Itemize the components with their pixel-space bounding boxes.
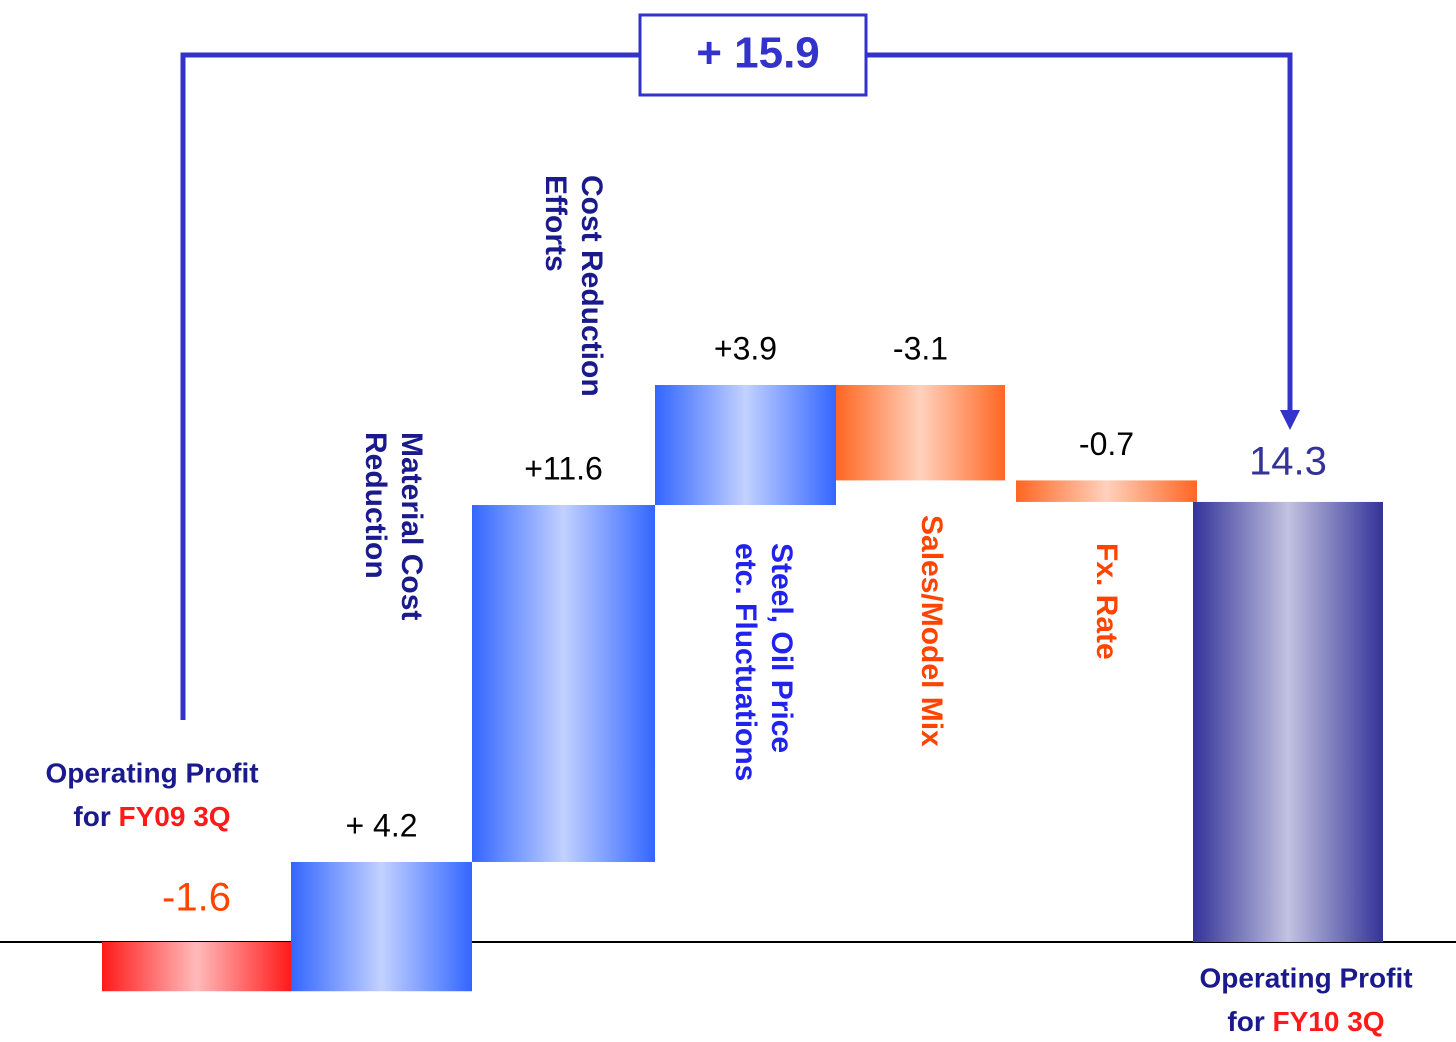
category-label: etc. Fluctuations: [729, 543, 762, 781]
value-label: -3.1: [893, 330, 948, 366]
category-label: Efforts: [539, 175, 572, 272]
annotation-box: [638, 13, 868, 97]
bar: [102, 942, 291, 992]
annotation: + 15.9: [696, 29, 820, 78]
category-label: Sales/Model Mix: [915, 515, 948, 747]
bracket-left: [180, 52, 640, 720]
value-label: -1.6: [162, 876, 231, 920]
bar: [291, 861, 472, 992]
bracket-right: [866, 52, 1293, 412]
category-label-period: FY10 3Q: [1273, 1006, 1385, 1037]
value-label: +11.6: [524, 450, 603, 486]
bar: [1193, 501, 1383, 942]
category-label: Operating Profit: [1199, 962, 1412, 993]
value-label: +3.9: [714, 330, 777, 366]
bar: [655, 385, 836, 506]
category-label: Material Cost: [395, 432, 428, 620]
bar: [472, 505, 655, 862]
bar: [836, 385, 1005, 481]
category-label-prefix: for: [1227, 1006, 1264, 1037]
category-label: Steel, Oil Price: [765, 543, 798, 753]
category-label: Operating Profit: [45, 757, 258, 788]
bracket-arrow: [1280, 410, 1300, 430]
value-label: -0.7: [1079, 426, 1134, 462]
value-label: 14.3: [1249, 440, 1327, 484]
category-label: Fx. Rate: [1090, 543, 1123, 660]
category-label: for FY09 3Q: [73, 801, 230, 832]
category-label-period: FY09 3Q: [119, 801, 231, 832]
bar: [1016, 480, 1197, 502]
value-label: + 4.2: [345, 807, 417, 843]
category-label: Reduction: [359, 432, 392, 579]
category-label: for FY10 3Q: [1227, 1006, 1384, 1037]
category-label-prefix: for: [73, 801, 110, 832]
category-label: Cost Reduction: [575, 175, 608, 397]
